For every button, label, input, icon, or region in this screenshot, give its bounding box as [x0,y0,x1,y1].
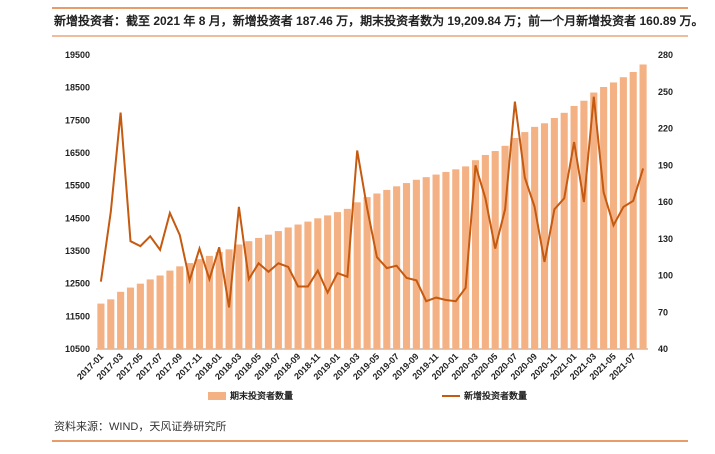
bar [462,166,470,349]
bar [126,287,135,349]
bar [97,303,105,349]
bar [639,64,647,349]
y-tick-label: 19500 [65,50,90,60]
y-tick-label: 15500 [65,181,90,191]
bar [314,218,322,349]
bar [580,100,588,349]
bar [540,123,549,349]
bar [156,275,164,349]
bar [264,234,273,349]
bar [471,160,480,349]
y-tick-label: 10500 [65,344,90,354]
bar [432,174,440,349]
bar [393,186,401,349]
bar [166,270,174,349]
legend-label: 期末投资者数量 [230,390,293,401]
bar [501,145,509,349]
bar [353,202,361,349]
line [99,96,645,308]
bar [452,169,460,349]
y2-tick-label: 190 [658,160,673,170]
y2-tick-label: 160 [658,197,673,207]
y-tick-label: 12500 [65,279,90,289]
y2-tick-label: 220 [658,124,673,134]
y2-tick-label: 100 [658,271,673,281]
bar [245,241,253,349]
y-tick-label: 17500 [65,115,90,125]
bar [481,154,489,349]
bar [205,255,213,349]
y-tick-label: 14500 [65,213,90,223]
bar [590,92,598,350]
bar [619,77,627,350]
bar [402,183,411,349]
legend-swatch [208,392,226,400]
bar [255,237,263,349]
bar [195,259,204,349]
legend-label: 新增投资者数量 [464,390,527,401]
bar [186,263,194,349]
bar [284,227,292,349]
y2-tick-label: 70 [658,307,668,317]
bar [511,137,519,349]
bar [412,179,420,349]
y2-tick-label: 40 [658,344,668,354]
y-tick-label: 18500 [65,83,90,93]
bar [491,151,499,349]
bar [324,215,332,349]
y2-tick-label: 130 [658,234,673,244]
y-tick-label: 13500 [65,246,90,256]
bar [442,171,450,349]
bar [176,266,184,349]
bar [373,193,381,349]
bar [550,118,558,350]
bar [215,251,223,349]
y-tick-label: 11500 [65,311,90,321]
bar [117,291,125,349]
y2-tick-label: 280 [658,50,673,60]
bar [570,105,578,350]
bar [235,244,243,349]
bar [333,212,342,349]
bar [383,189,391,349]
bar [629,71,637,349]
bar [146,279,154,349]
bar [531,126,539,349]
source: 资料来源：WIND，天风证券研究所 [54,419,226,433]
bar [560,112,568,349]
bar [422,177,430,349]
bar [609,82,618,349]
bar [600,87,608,349]
bar [363,197,371,349]
bar [136,283,144,349]
y-tick-label: 16500 [65,148,90,158]
bar [274,231,282,349]
bar [343,208,351,349]
y2-tick-label: 250 [658,87,673,97]
bar [521,132,529,349]
bar [107,299,115,349]
header: 新增投资者：截至 2021 年 8 月，新增投资者 187.46 万，期末投资者… [54,13,704,28]
